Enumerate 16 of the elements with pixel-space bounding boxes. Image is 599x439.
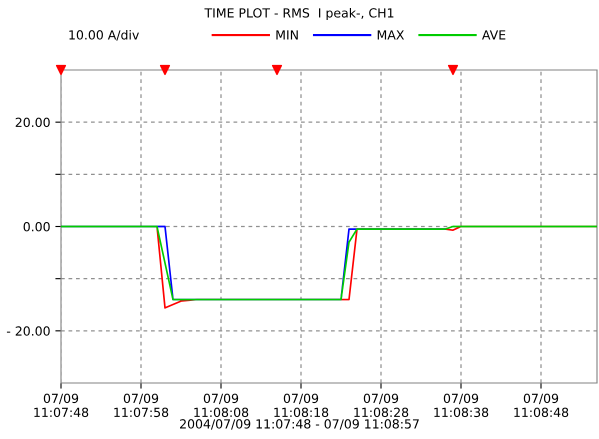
text: 2004/07/09 11:07:48 - 07/09 11:08:57 [180, 419, 419, 430]
x-tick-label: 07/09 11:08:08 [194, 394, 248, 418]
legend-label: MIN [276, 30, 298, 40]
legend-label: AVE [482, 30, 506, 40]
x-tick-label: 07/09 11:08:18 [274, 394, 328, 418]
x-tick-label: 07/09 11:07:48 [34, 394, 88, 418]
text: 10.00 A/div [69, 30, 139, 41]
x-tick-label: 07/09 11:08:38 [434, 394, 488, 418]
y-tick-label: 20.00 [16, 118, 50, 128]
y-tick-label: - 20.00 [6, 326, 50, 336]
x-tick-label: 07/09 11:07:58 [114, 394, 168, 418]
x-tick-label: 07/09 11:08:48 [514, 394, 568, 418]
legend-label: MAX [378, 30, 404, 40]
chart-title: TIME PLOT - RMS I peak-, CH1 [204, 8, 394, 20]
x-tick-label: 07/09 11:08:28 [354, 394, 408, 418]
y-tick-label: 0.00 [24, 222, 50, 232]
